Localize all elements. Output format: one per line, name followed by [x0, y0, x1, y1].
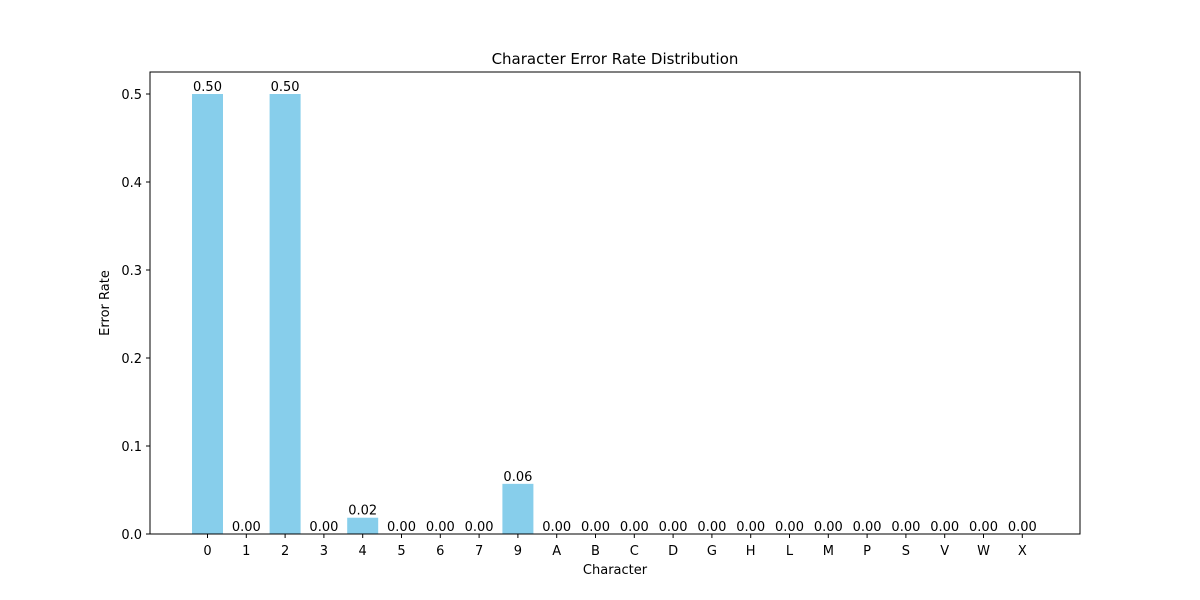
data-label-6: 0.00 [426, 520, 455, 535]
data-label-W: 0.00 [969, 520, 998, 535]
x-tick-label-C: C [630, 544, 639, 559]
data-label-B: 0.00 [581, 520, 610, 535]
y-tick-label: 0.0 [121, 528, 142, 543]
data-label-7: 0.00 [465, 520, 494, 535]
data-label-A: 0.00 [542, 520, 571, 535]
x-tick-label-L: L [786, 544, 794, 559]
x-tick-label-B: B [591, 544, 600, 559]
data-label-5: 0.00 [387, 520, 416, 535]
x-tick-label-V: V [940, 544, 949, 559]
data-label-G: 0.00 [697, 520, 726, 535]
data-label-L: 0.00 [775, 520, 804, 535]
data-label-4: 0.02 [348, 504, 377, 519]
data-label-1: 0.00 [232, 520, 261, 535]
data-label-D: 0.00 [659, 520, 688, 535]
x-tick-label-G: G [707, 544, 717, 559]
y-tick-label: 0.3 [121, 264, 142, 279]
data-label-P: 0.00 [853, 520, 882, 535]
data-label-2: 0.50 [271, 80, 300, 95]
y-tick-label: 0.1 [121, 440, 142, 455]
chart-title: Character Error Rate Distribution [492, 50, 739, 68]
x-tick-label-2: 2 [281, 544, 289, 559]
x-tick-label-9: 9 [514, 544, 522, 559]
x-tick-label-D: D [668, 544, 678, 559]
x-tick-label-X: X [1018, 544, 1027, 559]
data-label-3: 0.00 [309, 520, 338, 535]
y-tick-label: 0.5 [121, 88, 142, 103]
data-label-9: 0.06 [503, 470, 532, 485]
x-tick-label-M: M [823, 544, 834, 559]
y-ticks-layer: 0.0 0.1 0.2 0.3 0.4 0.5 [121, 88, 150, 543]
x-tick-label-P: P [863, 544, 871, 559]
bar-9 [502, 483, 534, 534]
bar-0 [192, 94, 223, 534]
x-tick-label-6: 6 [436, 544, 444, 559]
x-tick-label-0: 0 [203, 544, 211, 559]
plot-frame [149, 71, 1081, 535]
data-label-H: 0.00 [736, 520, 765, 535]
x-tick-label-3: 3 [320, 544, 328, 559]
data-label-X: 0.00 [1008, 520, 1037, 535]
x-tick-label-A: A [552, 544, 561, 559]
bars-layer [192, 94, 534, 534]
x-tick-label-1: 1 [242, 544, 250, 559]
x-tick-label-W: W [977, 544, 990, 559]
data-label-0: 0.50 [193, 80, 222, 95]
y-tick-label: 0.2 [121, 352, 142, 367]
x-ticks-layer: 0 1 2 3 4 5 6 7 9 A B C D G H L M P S V W X [203, 534, 1027, 559]
x-tick-label-H: H [746, 544, 756, 559]
x-tick-label-S: S [902, 544, 910, 559]
data-label-V: 0.00 [930, 520, 959, 535]
data-labels-layer: 0.50 0.00 0.50 0.00 0.02 0.00 0.00 0.00 0.06 0.00… [193, 80, 1037, 535]
x-axis-label: Character [583, 563, 648, 578]
data-label-M: 0.00 [814, 520, 843, 535]
bar-4 [347, 517, 379, 534]
y-axis-label: Error Rate [98, 270, 113, 336]
data-label-C: 0.00 [620, 520, 649, 535]
x-tick-label-4: 4 [359, 544, 367, 559]
y-tick-label: 0.4 [121, 176, 142, 191]
x-tick-label-7: 7 [475, 544, 483, 559]
bar-2 [269, 94, 301, 534]
data-label-S: 0.00 [891, 520, 920, 535]
x-tick-label-5: 5 [397, 544, 405, 559]
